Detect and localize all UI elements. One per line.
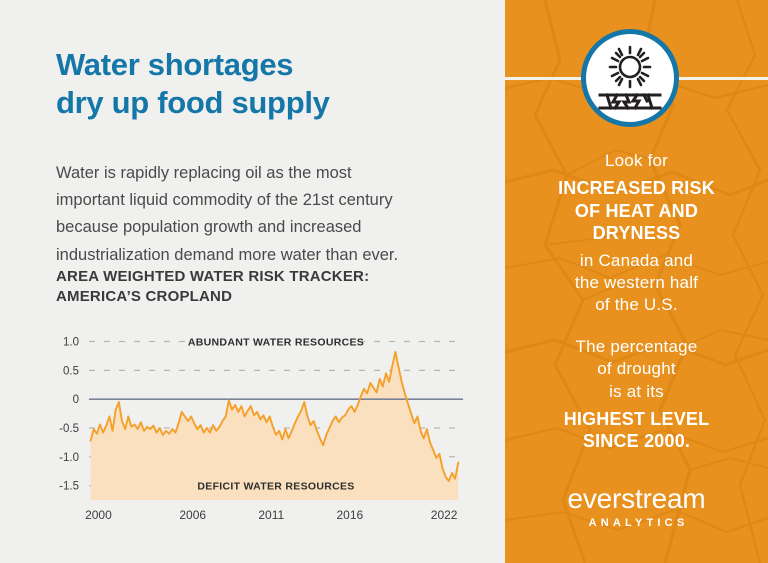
callout-stat-emphasis: HIGHEST LEVEL SINCE 2000. — [517, 408, 756, 453]
everstream-logo: everstream ANALYTICS — [517, 485, 756, 529]
chart-area-fill — [90, 351, 459, 500]
svg-text:ABUNDANT WATER RESOURCES: ABUNDANT WATER RESOURCES — [188, 337, 364, 349]
chart-title-line-1: AREA WEIGHTED WATER RISK TRACKER: — [56, 268, 370, 285]
page-title: Water shortages dry up food supply — [56, 46, 486, 122]
callout-stat-line-2: of drought — [597, 359, 676, 379]
callout-emphasis: INCREASED RISK OF HEAT AND DRYNESS — [517, 177, 756, 245]
chart-x-axis-labels: 2000 2006 2011 2016 2022 — [85, 508, 458, 522]
svg-text:0.5: 0.5 — [63, 365, 79, 377]
svg-text:1.0: 1.0 — [63, 337, 79, 349]
headline-line-2: dry up food supply — [56, 84, 330, 120]
svg-text:0: 0 — [73, 394, 79, 406]
chart-series-line — [89, 350, 460, 482]
callout-text-block: Look for INCREASED RISK OF HEAT AND DRYN… — [517, 150, 756, 453]
callout-stat-line-3: is at its — [609, 381, 664, 401]
callout-emphasis-line-3: DRYNESS — [592, 223, 681, 244]
callout-spacer — [517, 316, 756, 336]
callout-intro: Look for — [604, 151, 669, 170]
callout-stat: The percentage of drought is at its — [517, 336, 756, 402]
right-callout-panel: Look for INCREASED RISK OF HEAT AND DRYN… — [505, 0, 768, 563]
callout-emphasis-line-1: INCREASED RISK — [558, 178, 715, 199]
body-paragraph: Water is rapidly replacing oil as the mo… — [56, 160, 476, 269]
chart-svg: 1.0 0.5 0 -0.5 -1.0 -1.5 2000 2006 2011 2016 2022… — [59, 333, 463, 522]
svg-text:2006: 2006 — [179, 508, 206, 522]
callout-detail: in Canada and the western half of the U.… — [517, 250, 756, 316]
water-risk-chart: 1.0 0.5 0 -0.5 -1.0 -1.5 2000 2006 2011 2016 2022… — [45, 322, 465, 532]
body-line-2: important liquid commodity of the 21st c… — [56, 191, 393, 210]
callout-stat-emphasis-line-1: HIGHEST LEVEL — [563, 408, 710, 429]
chart-title: AREA WEIGHTED WATER RISK TRACKER: AMERIC… — [56, 267, 476, 308]
callout-detail-line-1: in Canada and — [579, 251, 694, 271]
body-line-1: Water is rapidly replacing oil as the mo… — [56, 164, 352, 182]
chart-title-line-2: AMERICA’S CROPLAND — [56, 288, 233, 306]
body-line-4: industrialization demand more water than… — [56, 245, 399, 264]
chart-annotations: ABUNDANT WATER RESOURCES DEFICIT WATER RE… — [188, 333, 364, 494]
svg-text:-1.5: -1.5 — [59, 481, 79, 493]
sun-over-cracked-ground-icon — [581, 29, 679, 127]
left-content-panel: Water shortages dry up food supply Water… — [45, 46, 486, 532]
svg-text:-1.0: -1.0 — [59, 452, 79, 464]
svg-text:2022: 2022 — [431, 508, 458, 522]
callout-detail-line-2: the western half — [574, 273, 699, 293]
headline-line-1: Water shortages — [56, 47, 294, 82]
svg-text:2011: 2011 — [258, 508, 284, 522]
body-line-3: because population growth and increased — [56, 218, 362, 237]
callout-stat-emphasis-line-2: SINCE 2000. — [582, 431, 691, 452]
svg-text:-0.5: -0.5 — [59, 423, 79, 435]
callout-emphasis-line-2: OF HEAT AND — [574, 200, 699, 221]
svg-text:2016: 2016 — [337, 508, 364, 522]
logo-subtitle: ANALYTICS — [588, 517, 689, 529]
callout-detail-line-3: of the U.S. — [595, 295, 678, 315]
logo-wordmark: everstream — [567, 483, 706, 514]
chart-y-axis-labels: 1.0 0.5 0 -0.5 -1.0 -1.5 — [59, 337, 79, 493]
svg-text:DEFICIT WATER RESOURCES: DEFICIT WATER RESOURCES — [197, 481, 354, 493]
callout-stat-line-1: The percentage — [575, 337, 698, 357]
svg-text:2000: 2000 — [85, 508, 112, 522]
